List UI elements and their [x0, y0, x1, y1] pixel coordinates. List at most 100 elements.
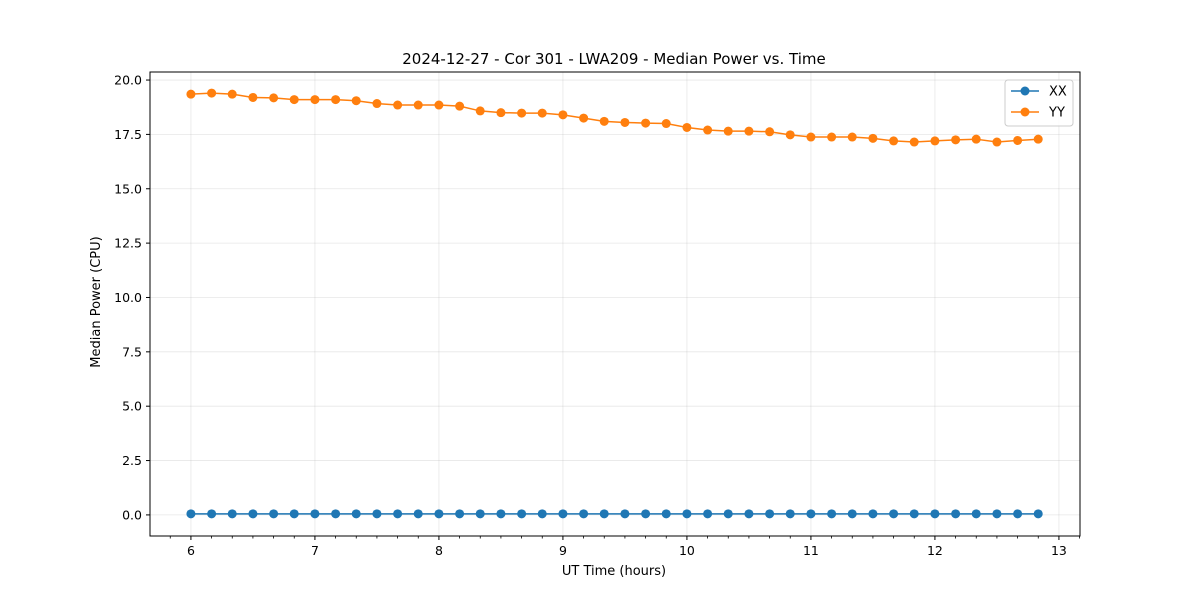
data-point-yy	[620, 117, 630, 127]
data-point-yy	[579, 113, 589, 123]
data-point-xx	[413, 509, 423, 519]
data-point-yy	[827, 132, 837, 142]
data-point-xx	[744, 509, 754, 519]
data-point-xx	[455, 509, 465, 519]
data-point-xx	[434, 509, 444, 519]
data-point-xx	[248, 509, 258, 519]
series-yy	[186, 88, 1043, 147]
data-point-xx	[475, 509, 485, 519]
data-point-xx	[971, 509, 981, 519]
y-tick-label: 2.5	[122, 453, 142, 468]
data-point-yy	[351, 96, 361, 106]
data-point-yy	[434, 100, 444, 110]
data-point-xx	[930, 509, 940, 519]
x-axis-label: UT Time (hours)	[562, 564, 666, 579]
data-point-xx	[310, 509, 320, 519]
data-point-xx	[351, 509, 361, 519]
data-point-yy	[289, 95, 299, 105]
legend-marker-xx	[1020, 86, 1030, 96]
legend: XX YY	[1004, 79, 1074, 127]
x-tick-label: 12	[927, 543, 943, 558]
data-point-yy	[248, 92, 258, 102]
y-tick-label: 5.0	[122, 399, 142, 414]
data-point-yy	[558, 110, 568, 120]
data-point-yy	[847, 132, 857, 142]
data-point-yy	[765, 127, 775, 137]
data-point-yy	[889, 136, 899, 146]
data-point-xx	[703, 509, 713, 519]
data-point-xx	[661, 509, 671, 519]
x-tick-label: 10	[679, 543, 695, 558]
y-tick-label: 12.5	[114, 236, 142, 251]
y-axis-label: Median Power (CPU)	[89, 236, 104, 367]
x-tick-label: 9	[559, 543, 567, 558]
x-tick-label: 7	[311, 543, 319, 558]
data-point-xx	[372, 509, 382, 519]
data-point-xx	[785, 509, 795, 519]
data-point-yy	[269, 93, 279, 103]
legend-marker-yy	[1020, 107, 1030, 117]
data-point-xx	[909, 509, 919, 519]
data-point-xx	[186, 509, 196, 519]
data-point-xx	[992, 509, 1002, 519]
legend-label-xx: XX	[1049, 85, 1067, 100]
data-point-yy	[537, 108, 547, 118]
y-tick-label: 15.0	[114, 181, 142, 196]
y-tick-label: 10.0	[114, 290, 142, 305]
grid	[150, 72, 1080, 536]
data-point-xx	[269, 509, 279, 519]
data-point-xx	[868, 509, 878, 519]
data-point-yy	[703, 125, 713, 135]
data-point-xx	[723, 509, 733, 519]
y-tick-label: 20.0	[114, 73, 142, 88]
y-tick-label: 17.5	[114, 127, 142, 142]
x-tick-label: 8	[435, 543, 443, 558]
series-layer	[186, 88, 1043, 519]
data-point-yy	[868, 133, 878, 143]
data-point-yy	[785, 130, 795, 140]
data-point-yy	[1033, 134, 1043, 144]
chart-title: 2024-12-27 - Cor 301 - LWA209 - Median P…	[402, 50, 826, 68]
data-point-yy	[661, 119, 671, 129]
data-point-xx	[765, 509, 775, 519]
data-point-yy	[227, 89, 237, 99]
data-point-xx	[599, 509, 609, 519]
x-tick-label: 13	[1051, 543, 1067, 558]
data-point-xx	[847, 509, 857, 519]
data-point-yy	[475, 106, 485, 116]
data-point-yy	[496, 108, 506, 118]
data-point-xx	[889, 509, 899, 519]
data-point-yy	[207, 88, 217, 98]
data-point-yy	[641, 118, 651, 128]
data-point-yy	[310, 95, 320, 105]
data-point-yy	[909, 137, 919, 147]
y-tick-label: 7.5	[122, 344, 142, 359]
data-point-xx	[641, 509, 651, 519]
series-xx	[186, 509, 1043, 519]
data-point-yy	[413, 100, 423, 110]
data-point-yy	[992, 137, 1002, 147]
data-point-yy	[971, 134, 981, 144]
data-point-xx	[1033, 509, 1043, 519]
x-tick-label: 11	[803, 543, 819, 558]
data-point-yy	[930, 136, 940, 146]
x-tick-label: 6	[187, 543, 195, 558]
data-point-yy	[331, 95, 341, 105]
data-point-xx	[682, 509, 692, 519]
data-point-yy	[806, 132, 816, 142]
legend-label-yy: YY	[1048, 106, 1065, 121]
data-point-yy	[372, 99, 382, 109]
data-point-xx	[806, 509, 816, 519]
data-point-yy	[744, 126, 754, 136]
data-point-yy	[186, 89, 196, 99]
data-point-xx	[207, 509, 217, 519]
data-point-yy	[517, 108, 527, 118]
data-point-xx	[827, 509, 837, 519]
data-point-xx	[558, 509, 568, 519]
data-point-yy	[455, 101, 465, 111]
ticks: 6 7 8 9 10 11 12 13 0.0 2.5 5.0 7.5 10.0 12.5 15.0 17.5…	[114, 73, 1080, 558]
data-point-xx	[393, 509, 403, 519]
data-point-yy	[951, 135, 961, 145]
